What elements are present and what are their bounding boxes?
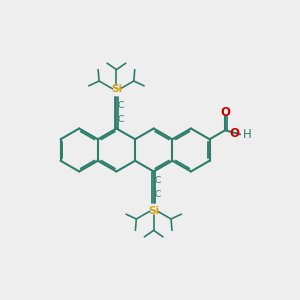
Text: O: O bbox=[220, 106, 230, 118]
Text: C: C bbox=[155, 190, 161, 199]
Text: Si: Si bbox=[148, 206, 159, 216]
Text: H: H bbox=[242, 128, 251, 141]
Text: C: C bbox=[118, 115, 124, 124]
Text: Si: Si bbox=[111, 84, 122, 94]
Text: C: C bbox=[155, 176, 161, 185]
Text: C: C bbox=[118, 101, 124, 110]
Text: O: O bbox=[230, 127, 239, 140]
